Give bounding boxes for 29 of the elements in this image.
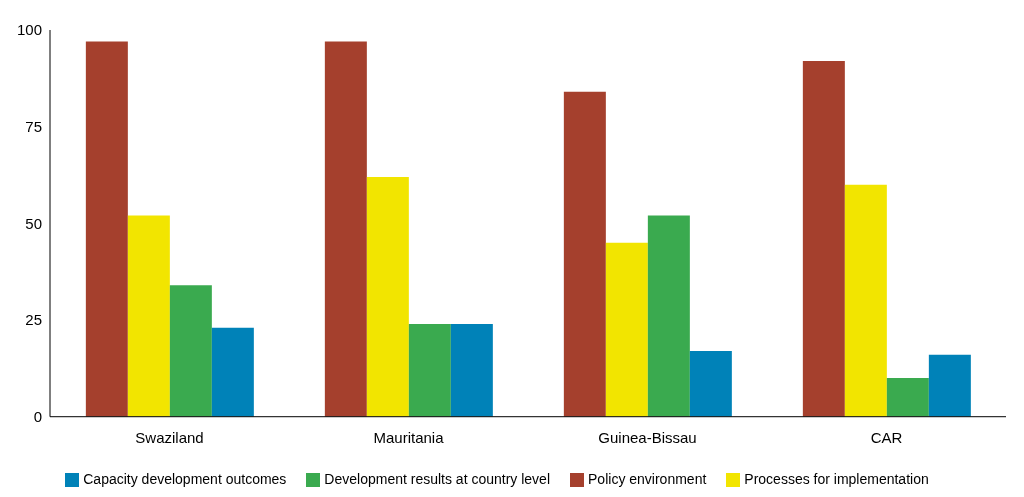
bar	[928, 354, 971, 417]
legend-label: Capacity development outcomes	[83, 470, 287, 487]
bar	[127, 215, 170, 417]
bar	[324, 41, 367, 417]
legend-label: Development results at country level	[324, 470, 551, 487]
bar	[886, 378, 929, 417]
bar	[85, 41, 128, 417]
bar	[844, 184, 887, 417]
bar	[366, 176, 409, 417]
bar	[802, 60, 845, 417]
y-tick-label: 100	[16, 21, 42, 39]
x-tick-label: Swaziland	[135, 429, 204, 447]
y-tick-label: 25	[25, 311, 42, 329]
x-tick-label: Mauritania	[373, 429, 445, 447]
bar	[647, 215, 690, 417]
bar	[563, 91, 606, 417]
bar	[605, 242, 648, 417]
y-tick-label: 75	[25, 118, 42, 135]
bar	[689, 350, 732, 417]
y-tick-label: 50	[25, 214, 42, 232]
bar	[450, 323, 493, 417]
bar	[211, 327, 254, 417]
x-tick-label: CAR	[870, 429, 903, 447]
legend-label: Policy environment	[588, 470, 707, 487]
y-tick-label: 0	[33, 408, 42, 426]
x-tick-label: Guinea-Bissau	[598, 429, 697, 447]
bar	[408, 323, 451, 417]
bar	[169, 285, 212, 417]
legend-label: Processes for implementation	[744, 470, 929, 487]
